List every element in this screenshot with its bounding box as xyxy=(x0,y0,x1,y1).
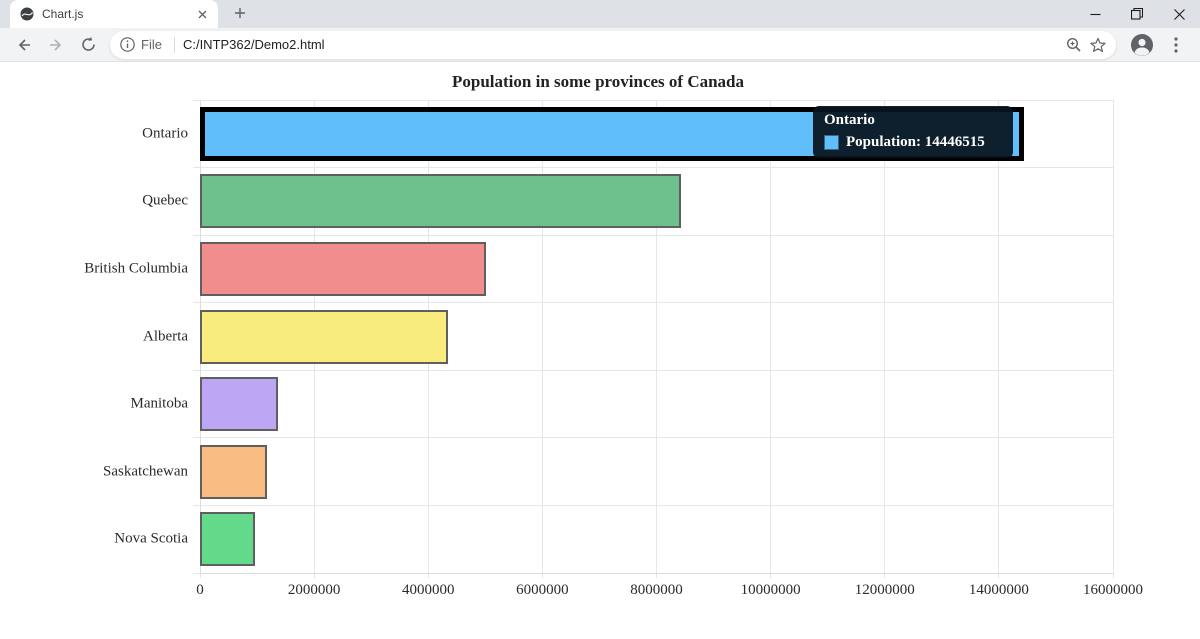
x-axis-line xyxy=(200,572,1113,574)
reload-button[interactable] xyxy=(75,32,101,58)
tab-title: Chart.js xyxy=(42,7,84,21)
bookmark-star-icon[interactable] xyxy=(1090,37,1106,53)
y-tick-label: Manitoba xyxy=(130,395,189,412)
tab-close-icon[interactable] xyxy=(194,6,210,22)
gridline-vertical xyxy=(656,100,657,573)
chart-canvas[interactable]: 0 2000000 4000000 6000000 8000000 10000000 120… xyxy=(0,62,1200,639)
gridline-horizontal xyxy=(193,302,1113,304)
gridline-horizontal xyxy=(193,437,1113,439)
y-tick-label: British Columbia xyxy=(84,260,188,277)
tooltip-body: Population: 14446515 xyxy=(824,134,1002,151)
chart-tooltip: Ontario Population: 14446515 xyxy=(813,106,1013,158)
url-scheme-label: File xyxy=(141,37,162,52)
gridline-vertical xyxy=(770,100,772,573)
gridline-vertical xyxy=(1112,100,1114,573)
tab-strip: Chart.js xyxy=(0,0,1200,28)
x-axis-tick-mark xyxy=(427,573,429,578)
restore-button[interactable] xyxy=(1116,0,1158,28)
chart-title: Population in some provinces of Canada xyxy=(451,72,745,91)
x-tick-label: 2000000 xyxy=(287,582,341,598)
gridline-vertical xyxy=(884,100,886,573)
page-info-icon[interactable] xyxy=(120,37,135,52)
profile-avatar-icon[interactable] xyxy=(1130,33,1154,57)
x-tick-label: 10000000 xyxy=(740,582,801,598)
bar-alberta[interactable] xyxy=(200,309,448,364)
browser-tab-chartjs[interactable]: Chart.js xyxy=(10,0,218,28)
gridline-horizontal xyxy=(193,369,1113,371)
x-axis-tick-mark xyxy=(884,573,886,578)
x-axis-tick-mark xyxy=(656,573,657,578)
forward-button[interactable] xyxy=(43,32,69,58)
window-controls xyxy=(1074,0,1200,28)
close-window-button[interactable] xyxy=(1158,0,1200,28)
x-tick-label: 16000000 xyxy=(1083,582,1143,598)
gridline-vertical xyxy=(541,100,543,573)
y-tick-label: Alberta xyxy=(143,328,188,344)
bar-saskatchewan[interactable] xyxy=(200,444,267,499)
url-text[interactable]: C:/INTP362/Demo2.html xyxy=(182,37,325,52)
x-tick-label: 14000000 xyxy=(968,582,1029,598)
x-axis-tick-mark xyxy=(313,573,315,578)
back-button[interactable] xyxy=(11,32,37,58)
gridline-horizontal xyxy=(193,167,1113,169)
x-tick-label: 8000000 xyxy=(630,582,683,598)
chartjs-favicon-icon xyxy=(20,7,34,21)
minimize-button[interactable] xyxy=(1074,0,1116,28)
gridline-horizontal xyxy=(193,504,1113,506)
x-axis-tick-mark xyxy=(541,573,543,578)
new-tab-button[interactable] xyxy=(228,1,252,25)
tooltip-colorbox xyxy=(824,135,839,150)
tooltip-label: Population: 14446515 xyxy=(846,134,985,150)
address-bar[interactable]: File C:/INTP362/Demo2.html xyxy=(110,30,1116,59)
y-tick-label: Saskatchewan xyxy=(103,463,188,480)
x-axis-tick-mark xyxy=(998,573,1000,578)
x-tick-label: 0 xyxy=(196,582,204,598)
x-tick-label: 12000000 xyxy=(854,582,915,598)
y-tick-label: Ontario xyxy=(142,125,188,142)
zoom-icon[interactable] xyxy=(1066,37,1082,53)
x-axis-tick-mark xyxy=(199,573,201,578)
bar-quebec[interactable] xyxy=(200,174,682,229)
gridline-vertical xyxy=(998,100,1000,573)
gridline-horizontal xyxy=(193,234,1113,236)
bar-british-columbia[interactable] xyxy=(200,241,487,296)
x-axis-tick-mark xyxy=(1112,573,1114,578)
y-tick-label: Quebec xyxy=(142,192,188,209)
x-axis-tick-mark xyxy=(770,573,772,578)
browser-menu-icon[interactable] xyxy=(1163,32,1189,58)
bar-nova-scotia[interactable] xyxy=(200,512,256,567)
gridline-horizontal xyxy=(193,99,1113,101)
omnibox-divider xyxy=(173,36,175,53)
tooltip-title: Ontario xyxy=(824,112,875,128)
x-tick-label: 4000000 xyxy=(402,582,455,598)
chart-area: Population in some provinces of Canada 0… xyxy=(0,62,1200,639)
browser-toolbar: File C:/INTP362/Demo2.html xyxy=(0,28,1200,62)
y-tick-label: Nova Scotia xyxy=(114,530,188,547)
bar-manitoba[interactable] xyxy=(200,377,278,432)
x-tick-label: 6000000 xyxy=(516,582,569,598)
